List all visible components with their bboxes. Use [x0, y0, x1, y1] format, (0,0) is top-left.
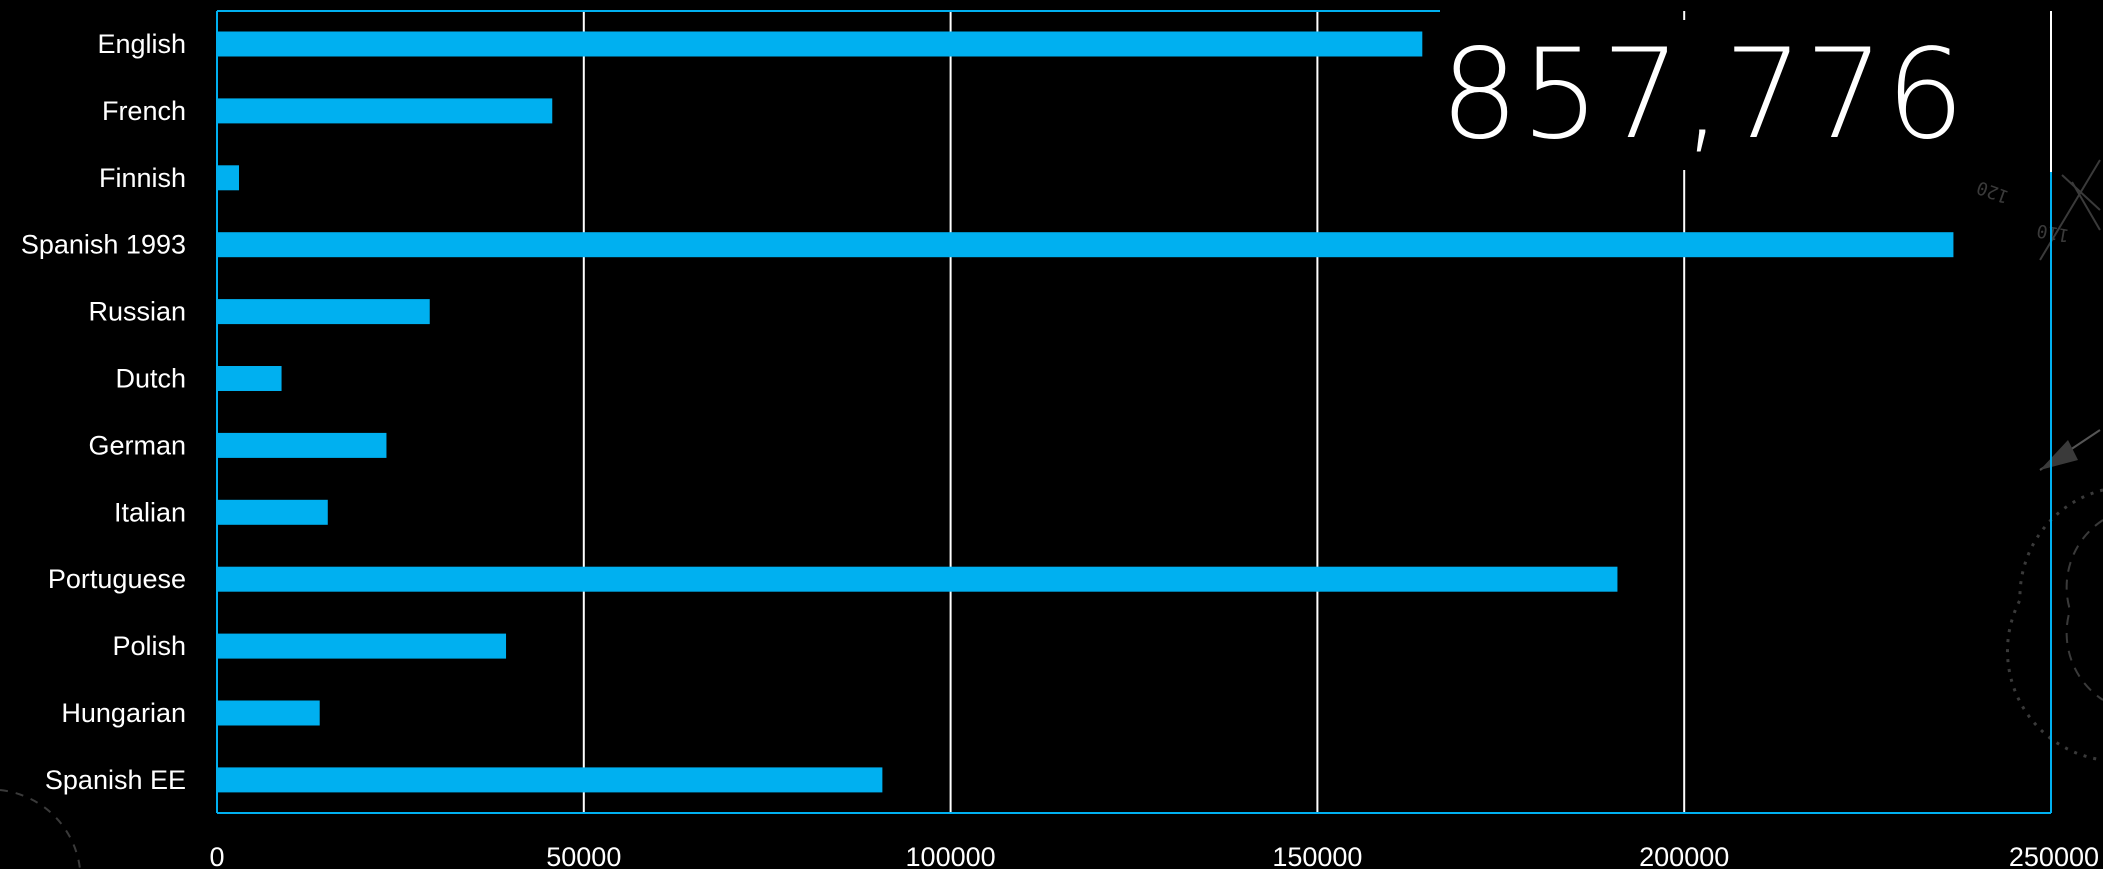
x-tick-labels: 0 50000 100000 150000 200000 250000 — [209, 842, 2099, 869]
category-label-hungarian: Hungarian — [61, 698, 186, 728]
category-label-spanish-ee: Spanish EE — [45, 765, 186, 795]
bar-finnish — [217, 165, 240, 191]
total-count: 857,776 — [1440, 20, 1965, 170]
category-label-spanish-1993: Spanish 1993 — [21, 230, 186, 260]
bar-portuguese — [217, 566, 1618, 592]
category-label-polish: Polish — [112, 631, 186, 661]
category-label-italian: Italian — [114, 497, 186, 527]
bar-spanish-ee — [217, 767, 883, 793]
category-label-finnish: Finnish — [99, 163, 186, 193]
category-label-russian: Russian — [88, 297, 186, 327]
bar-italian — [217, 499, 328, 525]
bar-english — [217, 31, 1423, 57]
bar-french — [217, 98, 553, 124]
axes — [216, 10, 2052, 814]
bar-russian — [217, 299, 430, 325]
bar-german — [217, 432, 387, 458]
x-tick-label-200000: 200000 — [1639, 842, 1729, 869]
category-label-english: English — [97, 29, 186, 59]
category-label-dutch: Dutch — [115, 364, 186, 394]
bar-spanish-1993 — [217, 232, 1954, 258]
x-tick-label-0: 0 — [209, 842, 224, 869]
x-tick-label-50000: 50000 — [546, 842, 621, 869]
x-tick-label-100000: 100000 — [906, 842, 996, 869]
bar-hungarian — [217, 700, 320, 726]
category-label-french: French — [102, 96, 186, 126]
bar-polish — [217, 633, 507, 659]
bar-dutch — [217, 366, 282, 391]
x-tick-label-150000: 150000 — [1272, 842, 1362, 869]
dial-label-120: 120 — [1974, 176, 2012, 207]
x-tick-label-250000: 250000 — [2009, 842, 2099, 869]
bars — [217, 31, 1954, 793]
category-label-portuguese: Portuguese — [48, 564, 186, 594]
dial-label-110: 110 — [2035, 219, 2071, 245]
category-label-german: German — [88, 430, 186, 460]
category-labels: English French Finnish Spanish 1993 Russian D… — [21, 29, 186, 795]
